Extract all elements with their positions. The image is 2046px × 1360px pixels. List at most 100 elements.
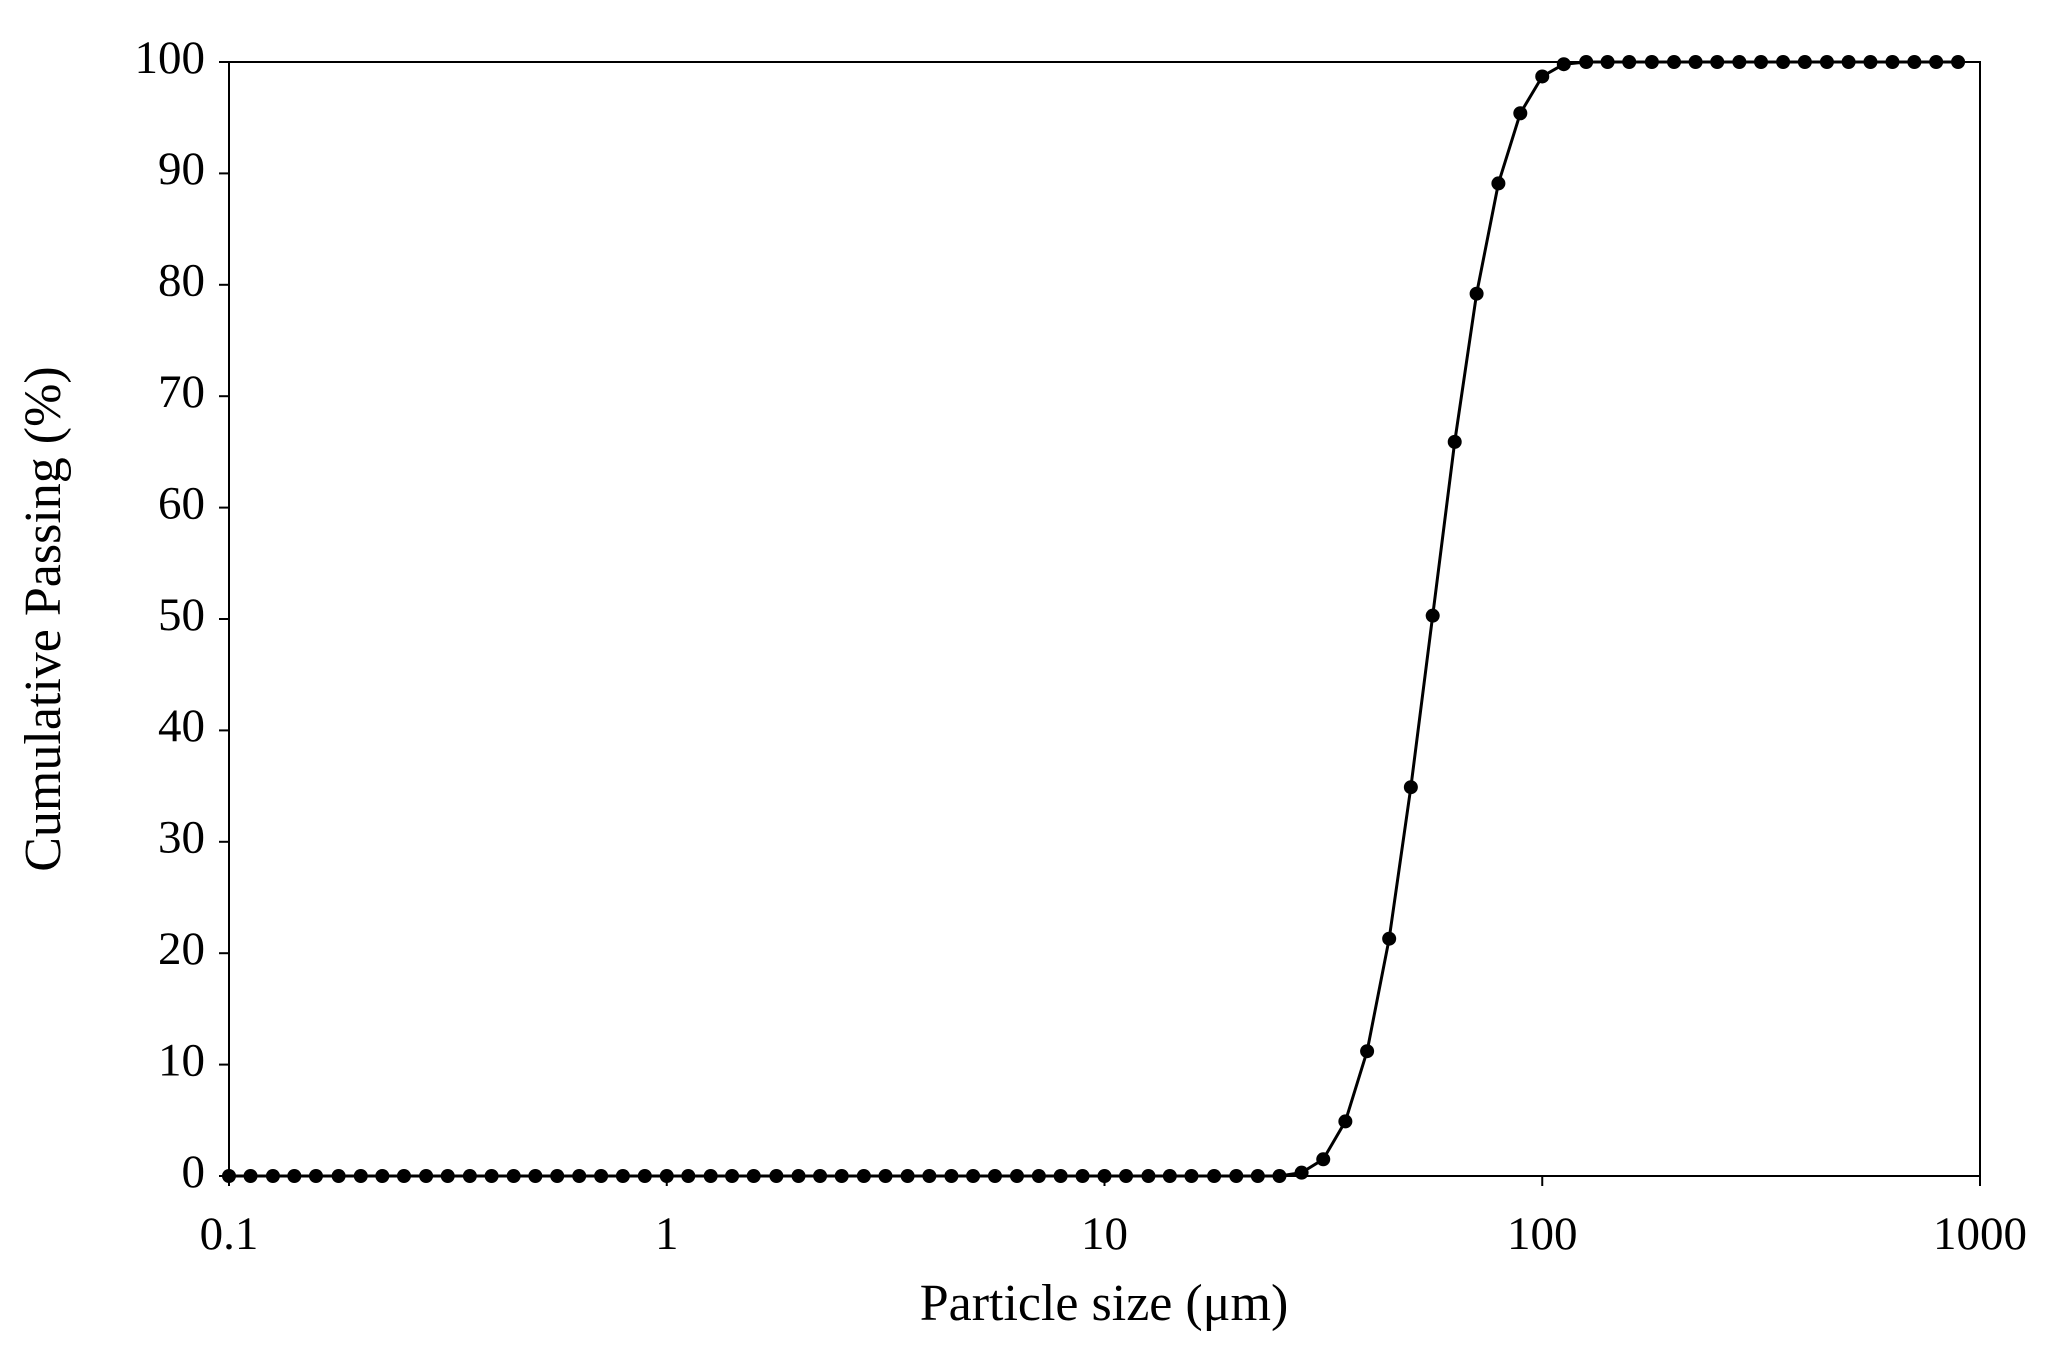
data-point [243,1169,258,1183]
data-point [813,1169,828,1183]
data-point [922,1169,937,1183]
data-point [900,1169,915,1183]
data-point [528,1169,543,1183]
data-point [1579,55,1594,69]
data-point [419,1169,434,1183]
data-point [1009,1169,1024,1183]
data-point [1863,55,1878,69]
data-point [1776,55,1791,69]
data-point [1184,1169,1199,1183]
data-point [1316,1152,1331,1167]
data-point [375,1169,390,1183]
data-point [396,1169,411,1183]
data-point [615,1169,630,1183]
x-tick-label: 100 [1507,1208,1578,1260]
data-point [572,1169,587,1183]
data-point [1688,55,1703,69]
data-point [265,1169,280,1183]
data-point [1469,286,1484,301]
data-point [1075,1169,1090,1183]
y-tick-label: 60 [158,477,205,529]
y-tick-label: 80 [158,255,205,307]
data-point [878,1169,893,1183]
y-tick-label: 30 [158,812,205,864]
data-point [1162,1169,1177,1183]
data-point [856,1169,871,1183]
data-point [1513,106,1528,121]
y-tick-label: 10 [158,1034,205,1086]
data-point [222,1169,236,1183]
data-point [703,1169,718,1183]
data-point [1797,55,1812,69]
data-point [725,1169,740,1183]
data-point [1338,1114,1353,1129]
data-point [1644,55,1659,69]
x-tick-label: 0.1 [200,1208,259,1260]
y-tick-label: 0 [182,1146,206,1198]
data-point [1031,1169,1046,1183]
data-point [1819,55,1834,69]
data-point [1141,1169,1156,1183]
data-point [1272,1169,1287,1183]
y-tick-label: 40 [158,700,205,752]
y-tick-label: 70 [158,366,205,418]
data-point [440,1169,455,1183]
data-point [944,1169,959,1183]
data-point [966,1169,981,1183]
data-point [1667,55,1682,69]
data-point [1294,1165,1309,1180]
data-point [1207,1169,1222,1183]
data-point [987,1169,1002,1183]
data-point [681,1169,696,1183]
data-point [353,1169,368,1183]
data-point [834,1169,849,1183]
data-point [1229,1169,1244,1183]
data-point [550,1169,565,1183]
data-point [1885,55,1900,69]
data-point [1710,55,1725,69]
data-point [1753,55,1768,69]
data-point [1447,434,1462,449]
data-point [1600,55,1615,69]
data-point [1732,55,1747,69]
data-point [506,1169,521,1183]
y-tick-label: 50 [158,589,205,641]
data-point [462,1169,477,1183]
data-point [331,1169,346,1183]
data-point [287,1169,302,1183]
data-point [769,1169,784,1183]
data-point [1382,931,1397,946]
data-point [791,1169,806,1183]
x-axis-title: Particle size (μm) [920,1275,1289,1332]
data-point [1491,176,1506,191]
data-point [1907,55,1922,69]
data-point [1929,55,1944,69]
data-point [1360,1044,1375,1059]
y-axis-title: Cumulative Passing (%) [15,366,72,872]
data-point [637,1169,652,1183]
data-point [659,1169,674,1183]
data-point [1053,1169,1068,1183]
data-point [1250,1169,1265,1183]
x-tick-label: 1000 [1933,1208,2027,1260]
data-point [1535,69,1550,84]
x-tick-label: 10 [1081,1208,1128,1260]
data-point [1425,608,1440,623]
data-point [1951,55,1966,69]
data-point [1119,1169,1134,1183]
data-point [1622,55,1637,69]
data-point [308,1169,323,1183]
data-point [1403,780,1418,795]
data-point [746,1169,761,1183]
data-point [1556,57,1571,72]
series-line [229,60,1959,1178]
data-point [1841,55,1856,69]
plot-frame [228,61,1981,1177]
y-tick-label: 90 [158,143,205,195]
y-tick-label: 100 [135,32,206,84]
x-tick-label: 1 [655,1208,679,1260]
data-point [1097,1169,1112,1183]
data-point [484,1169,499,1183]
data-point [594,1169,609,1183]
